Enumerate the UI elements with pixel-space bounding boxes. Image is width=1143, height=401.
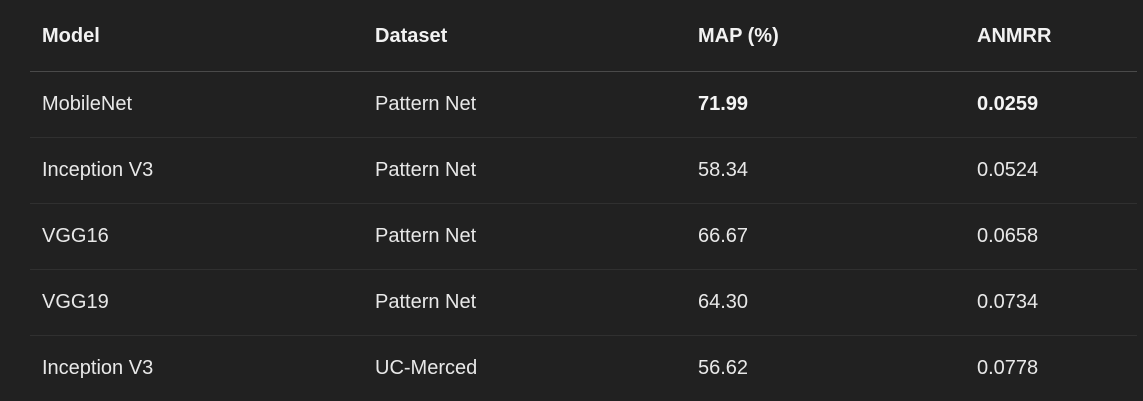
table-row: Inception V3 UC-Merced 56.62 0.0778 [30, 335, 1137, 401]
cell-map: 66.67 [698, 224, 749, 247]
table-row: VGG16 Pattern Net 66.67 0.0658 [30, 203, 1137, 269]
column-header-anmrr: ANMRR [965, 0, 1137, 72]
table-row: Inception V3 Pattern Net 58.34 0.0524 [30, 137, 1137, 203]
cell-model: VGG16 [42, 224, 109, 247]
cell-model: Inception V3 [42, 158, 154, 181]
cell-map: 56.62 [698, 356, 749, 379]
cell-dataset: Pattern Net [375, 92, 477, 115]
cell-model: VGG19 [42, 290, 109, 313]
column-header-map: MAP (%) [686, 0, 965, 72]
column-header-model: Model [30, 0, 363, 72]
results-table: Model Dataset MAP (%) ANMRR MobileNet Pa… [30, 0, 1137, 401]
cell-dataset: Pattern Net [375, 290, 477, 313]
cell-anmrr: 0.0778 [977, 356, 1039, 379]
cell-dataset: UC-Merced [375, 356, 478, 379]
cell-dataset: Pattern Net [375, 224, 477, 247]
cell-model: Inception V3 [42, 356, 154, 379]
cell-anmrr: 0.0524 [977, 158, 1039, 181]
cell-dataset: Pattern Net [375, 158, 477, 181]
column-header-dataset: Dataset [363, 0, 686, 72]
table-header: Model Dataset MAP (%) ANMRR [30, 0, 1137, 72]
cell-anmrr: 0.0658 [977, 224, 1039, 247]
table-header-row: Model Dataset MAP (%) ANMRR [30, 0, 1137, 72]
cell-map: 58.34 [698, 158, 749, 181]
cell-map: 64.30 [698, 290, 749, 313]
cell-anmrr: 0.0259 [977, 92, 1039, 115]
table-row: VGG19 Pattern Net 64.30 0.0734 [30, 269, 1137, 335]
cell-anmrr: 0.0734 [977, 290, 1039, 313]
table-row: MobileNet Pattern Net 71.99 0.0259 [30, 71, 1137, 137]
cell-map: 71.99 [698, 92, 749, 115]
table-body: MobileNet Pattern Net 71.99 0.0259 Incep… [30, 71, 1137, 401]
cell-model: MobileNet [42, 92, 133, 115]
